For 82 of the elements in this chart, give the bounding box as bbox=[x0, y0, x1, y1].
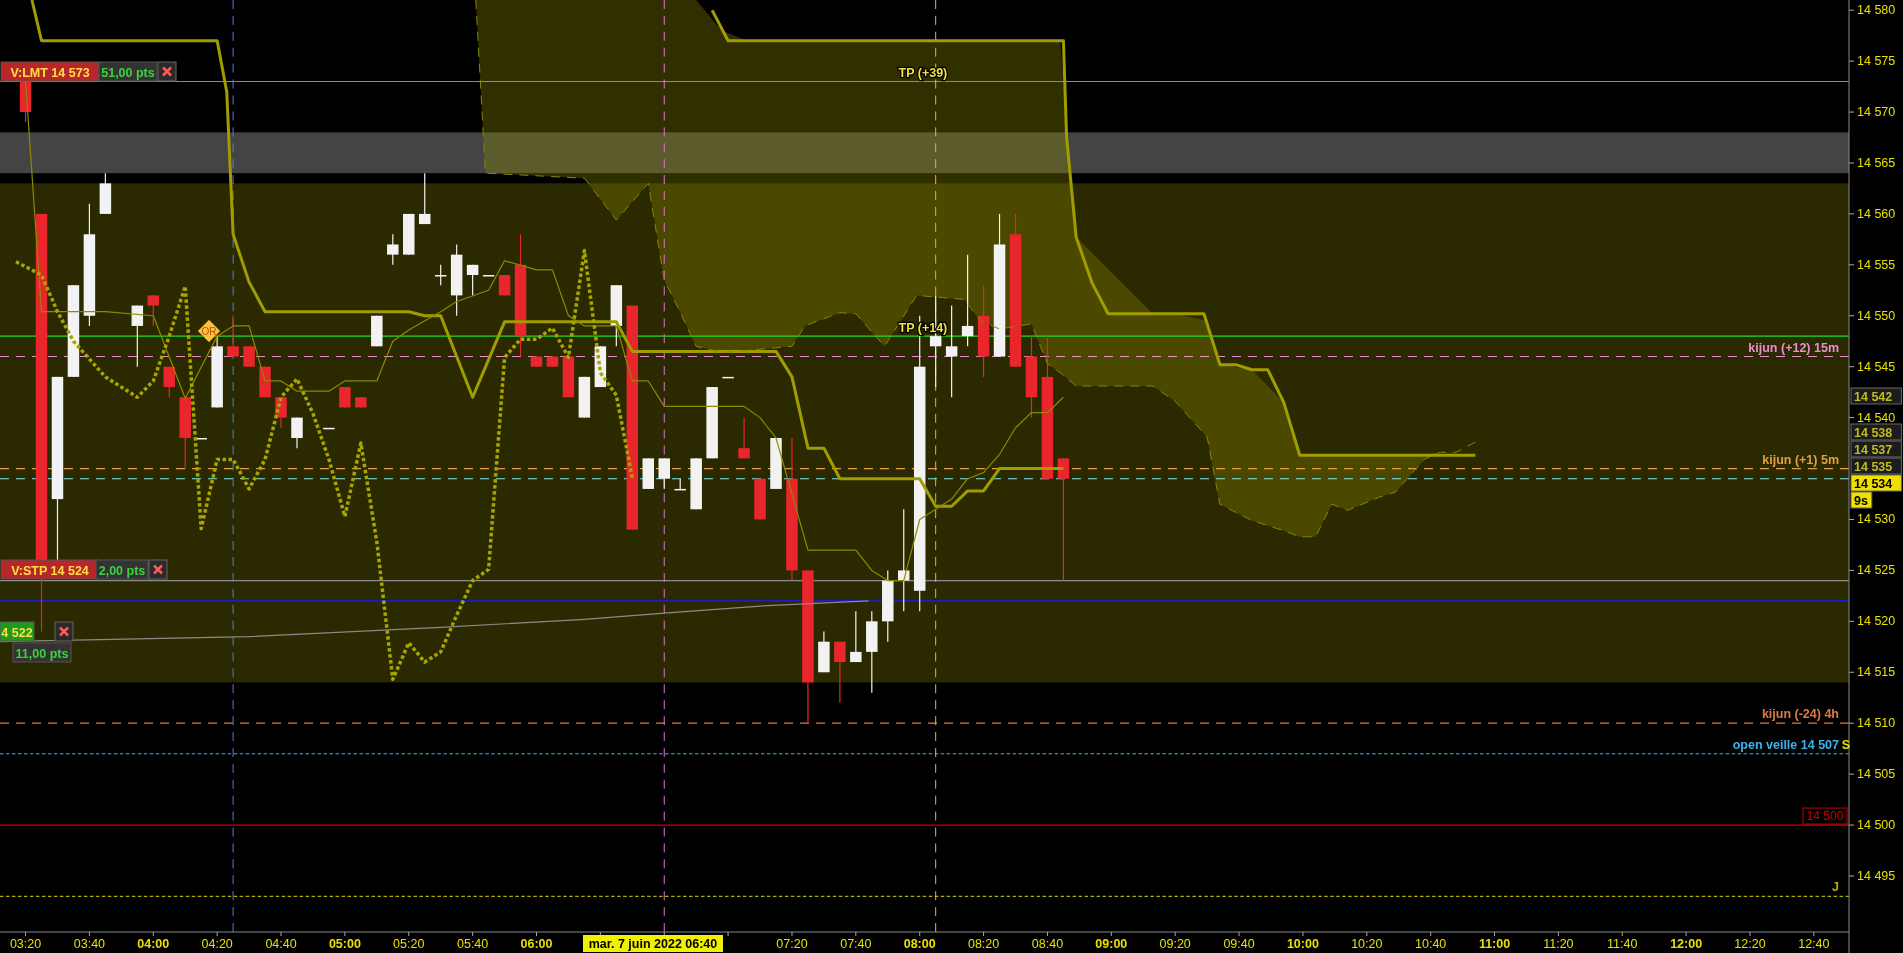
y-tick-label: 14 565 bbox=[1857, 155, 1896, 170]
annotation: S bbox=[1841, 738, 1851, 752]
ref-line-label: 14 500 bbox=[1806, 809, 1844, 824]
candlestick bbox=[466, 264, 479, 296]
x-tick-label: 06:00 bbox=[520, 937, 553, 951]
annotation: V:STP 14 524 bbox=[11, 563, 89, 578]
candlestick bbox=[961, 254, 974, 347]
text: 14 535 bbox=[1854, 459, 1893, 474]
text: 9s bbox=[1854, 493, 1868, 508]
annotation: 2,00 pts bbox=[98, 563, 146, 578]
x-tick-label: 03:40 bbox=[73, 937, 106, 951]
text: 14 542 bbox=[1854, 389, 1893, 404]
x-tick-label: 04:20 bbox=[201, 937, 233, 951]
x-tick-label: 09:00 bbox=[1095, 937, 1128, 951]
y-tick-label: 14 495 bbox=[1857, 868, 1896, 883]
x-tick-label: 11:40 bbox=[1607, 937, 1638, 951]
candlestick bbox=[243, 345, 255, 368]
ref-line-label: kijun (+12) 15m bbox=[1748, 340, 1839, 355]
x-tick-label: 12:40 bbox=[1798, 937, 1830, 951]
candlestick bbox=[291, 417, 303, 449]
y-tick-label: 14 500 bbox=[1857, 818, 1896, 833]
x-tick-label: 10:00 bbox=[1286, 937, 1319, 951]
x-tick-label: 08:20 bbox=[967, 937, 1000, 951]
ref-line-label: J bbox=[1832, 880, 1840, 895]
line-series bbox=[710, 8, 1477, 457]
candlestick bbox=[850, 610, 862, 663]
x-tick-label: 10:20 bbox=[1351, 937, 1383, 951]
y-tick-label: 14 510 bbox=[1857, 716, 1896, 731]
candlestick bbox=[738, 417, 750, 459]
ref-line-label: open veille 14 507 bbox=[1732, 737, 1840, 752]
annotation: TP (+39) bbox=[898, 66, 948, 81]
x-tick-label: 04:00 bbox=[137, 937, 170, 951]
candlestick bbox=[227, 315, 239, 358]
x-tick-label: 07:20 bbox=[776, 937, 808, 951]
candlestick bbox=[658, 457, 670, 490]
x-tick-label: 09:20 bbox=[1159, 937, 1191, 951]
y-tick-label: 14 570 bbox=[1857, 105, 1896, 120]
x-tick-label: 12:00 bbox=[1670, 937, 1703, 951]
text: mar. 7 juin 2022 06:40 bbox=[588, 937, 718, 951]
y-tick-label: 14 530 bbox=[1857, 512, 1896, 527]
y-tick-label: 14 515 bbox=[1857, 665, 1896, 680]
annotation: 11,00 pts bbox=[15, 646, 69, 661]
y-tick-label: 14 580 bbox=[1857, 3, 1896, 18]
x-tick-label: 04:40 bbox=[265, 937, 297, 951]
y-tick-label: 14 540 bbox=[1857, 410, 1896, 425]
candlestick bbox=[945, 304, 958, 398]
y-tick-label: 14 545 bbox=[1857, 359, 1896, 374]
text: 14 534 bbox=[1854, 476, 1893, 491]
x-tick-label: 08:00 bbox=[903, 937, 936, 951]
y-tick-label: 14 555 bbox=[1857, 257, 1896, 272]
x-tick-label: 03:20 bbox=[9, 937, 42, 951]
candlestick bbox=[387, 233, 399, 266]
annotation: 51,00 pts bbox=[101, 65, 155, 80]
x-tick-label: 11:20 bbox=[1543, 937, 1574, 951]
candlestick bbox=[1057, 457, 1070, 582]
x-tick-label: 12:20 bbox=[1734, 937, 1766, 951]
candlestick bbox=[834, 641, 846, 704]
text: 14 538 bbox=[1854, 425, 1893, 440]
y-tick-label: 14 525 bbox=[1857, 563, 1896, 578]
y-tick-label: 14 520 bbox=[1857, 614, 1896, 629]
x-tick-label: 11:00 bbox=[1478, 937, 1511, 951]
x-tick-label: 05:20 bbox=[393, 937, 425, 951]
candlestick bbox=[147, 294, 160, 327]
x-tick-label: 09:40 bbox=[1223, 937, 1255, 951]
annotation: V:LMT 14 573 bbox=[10, 65, 90, 80]
y-tick-label: 14 560 bbox=[1857, 206, 1896, 221]
candlestick bbox=[163, 366, 175, 398]
x-tick-label: 10:40 bbox=[1415, 937, 1447, 951]
annotation: 4 522 bbox=[1, 625, 33, 640]
text: 14 537 bbox=[1854, 442, 1893, 457]
ref-line-label: kijun (+1) 5m bbox=[1762, 452, 1839, 467]
annotation: OR bbox=[201, 326, 217, 337]
y-tick-label: 14 505 bbox=[1857, 767, 1896, 782]
candlestick bbox=[434, 264, 447, 286]
candlestick bbox=[418, 172, 431, 225]
x-tick-label: 08:40 bbox=[1031, 937, 1064, 951]
x-tick-label: 07:40 bbox=[840, 937, 872, 951]
y-tick-label: 14 575 bbox=[1857, 54, 1896, 69]
x-tick-label: 05:40 bbox=[456, 937, 489, 951]
x-tick-label: 05:00 bbox=[328, 937, 361, 951]
y-tick-label: 14 550 bbox=[1857, 308, 1896, 323]
ref-line-label: kijun (-24) 4h bbox=[1761, 707, 1839, 722]
